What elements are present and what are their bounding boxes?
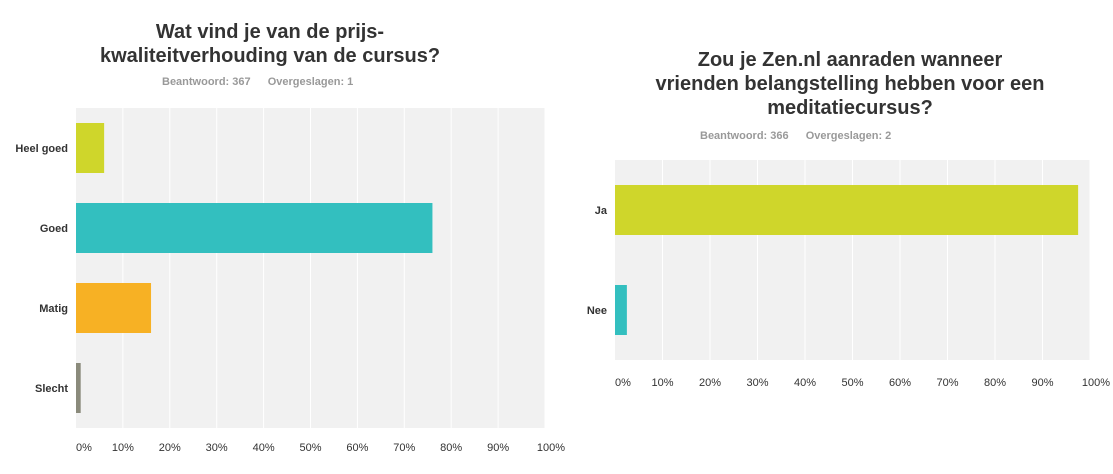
x-tick-label: 30%: [746, 377, 768, 389]
skipped-count: Overgeslagen: 2: [805, 130, 892, 142]
chart-title-line: kwaliteitverhouding van de cursus?: [99, 45, 441, 67]
x-tick-label: 70%: [393, 442, 415, 454]
x-tick-label: 60%: [346, 442, 368, 454]
x-tick-label: 50%: [299, 442, 321, 454]
bar-ja: [615, 185, 1079, 235]
x-tick-label: 10%: [112, 442, 134, 454]
x-tick-label: 20%: [699, 377, 721, 389]
x-tick-label: 20%: [159, 442, 181, 454]
chart-title-line: Zou je Zen.nl aanraden wanneer: [697, 49, 1003, 71]
x-tick-label: 0%: [76, 442, 92, 454]
x-tick-label: 50%: [841, 377, 863, 389]
chart-title: Wat vind je van de prijs- kwaliteitverho…: [80, 20, 460, 68]
category-label: Slecht: [35, 383, 68, 395]
chart-title-line: Wat vind je van de prijs-: [155, 21, 385, 43]
x-tick-label: 0%: [615, 377, 631, 389]
category-label: Nee: [587, 305, 607, 317]
x-tick-label: 10%: [651, 377, 673, 389]
chart-panel-price-quality: Wat vind je van de prijs- kwaliteitverho…: [15, 20, 565, 454]
bar-chart-price-quality: 0% 10% 20% 30% 40% 50% 60% 70% 80% 90% 100% Heel go…: [15, 108, 565, 454]
bar-slecht: [76, 363, 81, 413]
response-counts: Beantwoord: 367 Overgeslagen: 1: [162, 76, 367, 88]
category-label: Matig: [39, 303, 68, 315]
x-tick-label: 70%: [936, 377, 958, 389]
x-tick-label: 100%: [537, 442, 565, 454]
bar-matig: [76, 283, 152, 333]
category-label: Goed: [40, 223, 68, 235]
bar-heel-goed: [76, 123, 105, 173]
x-tick-label: 60%: [889, 377, 911, 389]
x-tick-label: 90%: [1031, 377, 1053, 389]
x-tick-label: 80%: [440, 442, 462, 454]
bar-nee: [615, 285, 627, 335]
chart-title: Zou je Zen.nl aanraden wanneer vrienden …: [640, 48, 1060, 120]
x-tick-label: 100%: [1082, 377, 1110, 389]
response-counts: Beantwoord: 366 Overgeslagen: 2: [700, 130, 905, 142]
category-label: Heel goed: [15, 143, 68, 155]
category-label: Ja: [595, 205, 608, 217]
answered-count: Beantwoord: 367: [162, 76, 251, 88]
chart-title-line: meditatiecursus?: [767, 97, 933, 119]
skipped-count: Overgeslagen: 1: [267, 76, 354, 88]
x-tick-label: 40%: [794, 377, 816, 389]
x-tick-label: 30%: [206, 442, 228, 454]
chart-title-line: vrienden belangstelling hebben voor een: [655, 73, 1045, 95]
x-tick-label: 90%: [487, 442, 509, 454]
answered-count: Beantwoord: 366: [700, 130, 789, 142]
x-tick-label: 40%: [253, 442, 275, 454]
bar-goed: [76, 203, 433, 253]
x-tick-label: 80%: [984, 377, 1006, 389]
